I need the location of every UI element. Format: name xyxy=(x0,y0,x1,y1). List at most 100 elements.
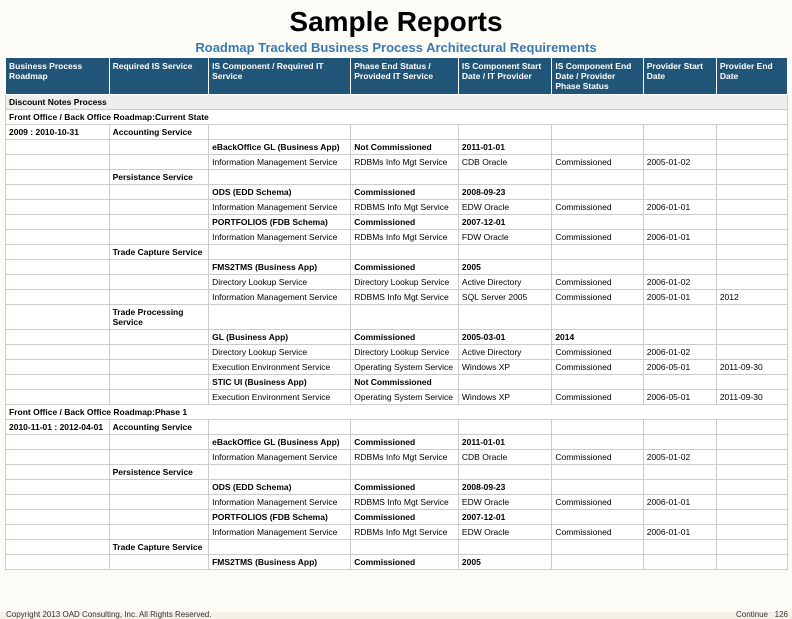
table-row: FMS2TMS (Business App)Commissioned2005 xyxy=(6,260,788,275)
cell xyxy=(351,465,459,480)
cell xyxy=(109,330,209,345)
cell: Persistence Service xyxy=(109,465,209,480)
cell xyxy=(6,155,110,170)
cell xyxy=(109,290,209,305)
cell xyxy=(209,125,351,140)
cell xyxy=(716,420,787,435)
cell xyxy=(109,185,209,200)
table-row: Information Management ServiceRDBMS Info… xyxy=(6,495,788,510)
cell: 2007-12-01 xyxy=(458,215,551,230)
cell xyxy=(6,260,110,275)
col-header: Required IS Service xyxy=(109,58,209,95)
cell xyxy=(6,390,110,405)
cell: Information Management Service xyxy=(209,200,351,215)
cell: GL (Business App) xyxy=(209,330,351,345)
cell xyxy=(6,495,110,510)
cell xyxy=(643,435,716,450)
col-header: IS Component End Date / Provider Phase S… xyxy=(552,58,643,95)
cell: RDBMs Info Mgt Service xyxy=(351,525,459,540)
cell: Operating System Service xyxy=(351,390,459,405)
page-number: 126 xyxy=(775,610,788,619)
cell: RDBMs Info Mgt Service xyxy=(351,155,459,170)
cell xyxy=(6,540,110,555)
cell xyxy=(458,375,551,390)
table-row: Persistence Service xyxy=(6,465,788,480)
cell xyxy=(716,540,787,555)
group-row: Front Office / Back Office Roadmap:Curre… xyxy=(6,110,788,125)
cell: 2008-09-23 xyxy=(458,185,551,200)
cell xyxy=(552,375,643,390)
cell xyxy=(351,170,459,185)
cell xyxy=(552,480,643,495)
table-row: eBackOffice GL (Business App)Not Commiss… xyxy=(6,140,788,155)
cell xyxy=(458,170,551,185)
cell: Active Directory xyxy=(458,275,551,290)
cell: Trade Capture Service xyxy=(109,540,209,555)
cell xyxy=(351,245,459,260)
cell xyxy=(552,305,643,330)
table-row: ODS (EDD Schema)Commissioned2008-09-23 xyxy=(6,480,788,495)
cell: 2009 : 2010-10-31 xyxy=(6,125,110,140)
cell xyxy=(6,215,110,230)
cell: Commissioned xyxy=(552,230,643,245)
cell xyxy=(716,155,787,170)
col-header: Phase End Status / Provided IT Service xyxy=(351,58,459,95)
cell xyxy=(552,215,643,230)
cell xyxy=(458,420,551,435)
cell xyxy=(6,200,110,215)
cell: Information Management Service xyxy=(209,495,351,510)
cell xyxy=(716,330,787,345)
cell: Information Management Service xyxy=(209,155,351,170)
cell: Commissioned xyxy=(351,185,459,200)
cell xyxy=(458,465,551,480)
table-row: Information Management ServiceRDBMs Info… xyxy=(6,155,788,170)
cell xyxy=(109,450,209,465)
cell xyxy=(643,245,716,260)
cell: 2007-12-01 xyxy=(458,510,551,525)
cell xyxy=(716,305,787,330)
cell xyxy=(552,510,643,525)
cell: Accounting Service xyxy=(109,420,209,435)
cell: 2006-05-01 xyxy=(643,390,716,405)
cell xyxy=(209,420,351,435)
cell xyxy=(6,375,110,390)
cell xyxy=(552,435,643,450)
cell xyxy=(552,555,643,570)
cell xyxy=(458,245,551,260)
table-row: Execution Environment ServiceOperating S… xyxy=(6,390,788,405)
table-row: GL (Business App)Commissioned2005-03-012… xyxy=(6,330,788,345)
cell xyxy=(109,495,209,510)
slide-title: Sample Reports xyxy=(0,0,792,40)
cell xyxy=(6,360,110,375)
cell xyxy=(552,140,643,155)
cell: Windows XP xyxy=(458,360,551,375)
cell xyxy=(6,170,110,185)
cell xyxy=(351,125,459,140)
cell: Commissioned xyxy=(552,360,643,375)
col-header: Provider Start Date xyxy=(643,58,716,95)
cell xyxy=(643,215,716,230)
table-row: Trade Capture Service xyxy=(6,540,788,555)
cell xyxy=(109,435,209,450)
cell xyxy=(109,275,209,290)
cell xyxy=(109,260,209,275)
cell xyxy=(109,345,209,360)
cell: Active Directory xyxy=(458,345,551,360)
cell: 2006-01-01 xyxy=(643,495,716,510)
cell xyxy=(643,305,716,330)
cell: Commissioned xyxy=(552,525,643,540)
cell: FDW Oracle xyxy=(458,230,551,245)
group-label: Front Office / Back Office Roadmap:Phase… xyxy=(6,405,788,420)
cell xyxy=(109,525,209,540)
cell xyxy=(6,345,110,360)
cell: 2011-01-01 xyxy=(458,435,551,450)
cell: 2005-01-02 xyxy=(643,155,716,170)
cell xyxy=(109,555,209,570)
cell xyxy=(552,540,643,555)
col-header: IS Component Start Date / IT Provider xyxy=(458,58,551,95)
cell: 2005 xyxy=(458,555,551,570)
cell: 2008-09-23 xyxy=(458,480,551,495)
cell xyxy=(6,330,110,345)
table-row: 2010-11-01 : 2012-04-01Accounting Servic… xyxy=(6,420,788,435)
cell: Trade Capture Service xyxy=(109,245,209,260)
